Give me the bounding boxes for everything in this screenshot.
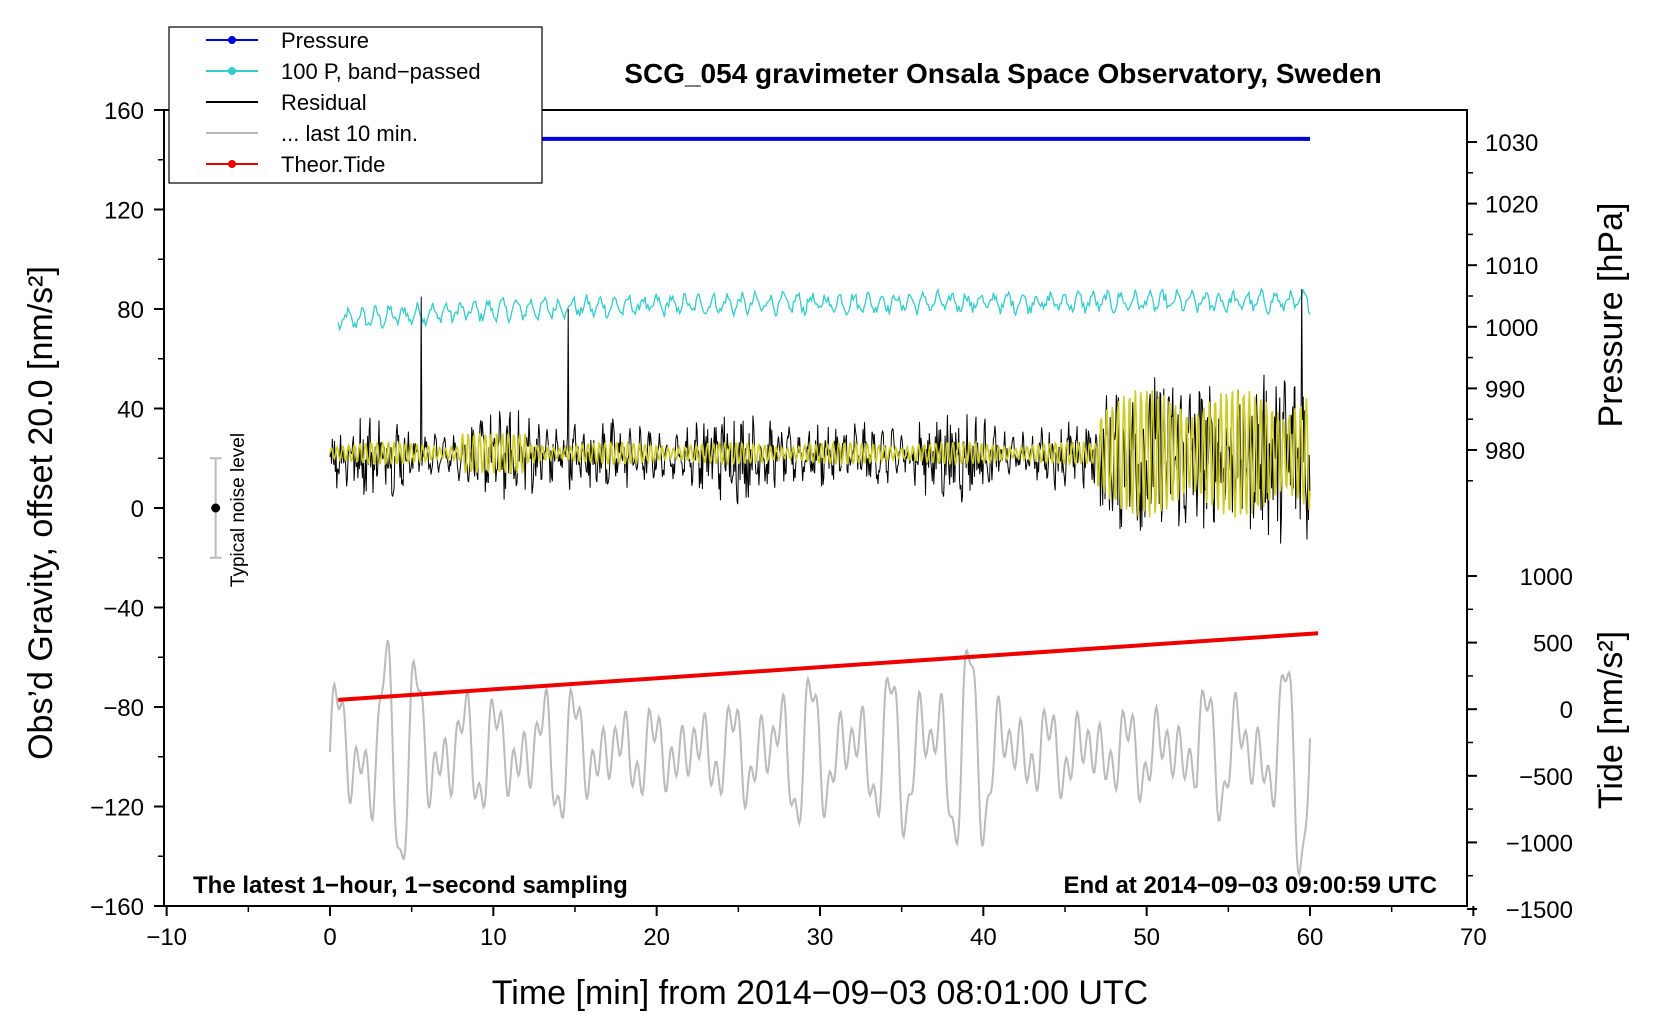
noise-bar-center-dot [211,503,221,513]
x-tick-label: 30 [807,924,834,951]
legend: Pressure 100 P, band−passed Residual ... la… [168,26,543,184]
y-axis-label: Obs’d Gravity, offset 20.0 [nm/s²] [22,266,60,760]
theoretical-tide-line [338,631,1319,702]
pressure-tick-label: 1020 [1485,192,1538,219]
last-10-min-line [329,639,1311,879]
x-axis-ticks: −10 0 10 20 30 40 50 60 70 [146,906,1487,951]
pressure-tick-label: 1030 [1485,130,1538,157]
filtered-residual-line [329,389,1311,518]
y-tick-label: 0 [131,496,144,523]
tide-axis-label: Tide [nm/s²] [1592,631,1630,809]
pressure-tick-label: 990 [1485,376,1525,403]
x-tick-label: 70 [1460,924,1487,951]
legend-label: Pressure [281,28,369,53]
x-axis-label: Time [min] from 2014−09−03 08:01:00 UTC [492,974,1148,1012]
tide-tick-label: 500 [1533,631,1573,658]
annotation-sampling: The latest 1−hour, 1−second sampling [193,872,628,899]
x-tick-label: −10 [146,924,187,951]
tide-axis-ticks: 1000 500 0 −500 −1000 −1500 [1467,564,1573,924]
series-layer [329,136,1319,879]
legend-marker [228,160,236,168]
tide-tick-label: 0 [1560,697,1573,724]
legend-marker [228,36,236,44]
legend-items: Pressure 100 P, band−passed Residual ... la… [206,28,481,177]
tide-tick-label: −1500 [1506,897,1573,924]
annotation-end-time: End at 2014−09−03 09:00:59 UTC [1063,872,1437,899]
legend-label: ... last 10 min. [281,121,418,146]
legend-label: Theor.Tide [281,152,385,177]
x-tick-label: 40 [970,924,997,951]
legend-box [168,26,543,184]
tide-tick-label: −500 [1519,764,1573,791]
x-tick-label: 10 [480,924,507,951]
y-tick-label: 160 [104,98,144,125]
residual-line [329,289,1311,544]
x-tick-label: 60 [1297,924,1324,951]
pressure-tick-label: 1010 [1485,253,1538,280]
x-tick-label: 50 [1133,924,1160,951]
legend-label: 100 P, band−passed [281,59,481,84]
y-tick-label: −80 [103,695,144,722]
legend-marker [228,67,236,75]
y-tick-label: −120 [90,795,144,822]
legend-label: Residual [281,90,367,115]
y-tick-label: 120 [104,198,144,225]
x-tick-label: 0 [323,924,336,951]
noise-level-label: Typical noise level [228,433,249,587]
y-tick-label: 80 [117,297,144,324]
tide-tick-label: −1000 [1506,830,1573,857]
tide-tick-label: 1000 [1520,564,1573,591]
pressure-tick-label: 1000 [1485,315,1538,342]
pressure-axis-label: Pressure [hPa] [1592,203,1630,428]
y-tick-label: −40 [103,596,144,623]
bandpassed-pressure-line [337,287,1311,332]
noise-level-indicator [209,457,222,559]
y-axis-ticks: 160 120 80 40 0 −40 −80 −120 −160 [90,98,164,921]
y-tick-label: 40 [117,397,144,424]
pressure-axis-ticks: 1030 1020 1010 1000 990 980 [1467,130,1538,482]
pressure-tick-label: 980 [1485,438,1525,465]
x-tick-label: 20 [643,924,670,951]
chart-title: SCG_054 gravimeter Onsala Space Observat… [624,58,1381,89]
y-tick-label: −160 [90,894,144,921]
